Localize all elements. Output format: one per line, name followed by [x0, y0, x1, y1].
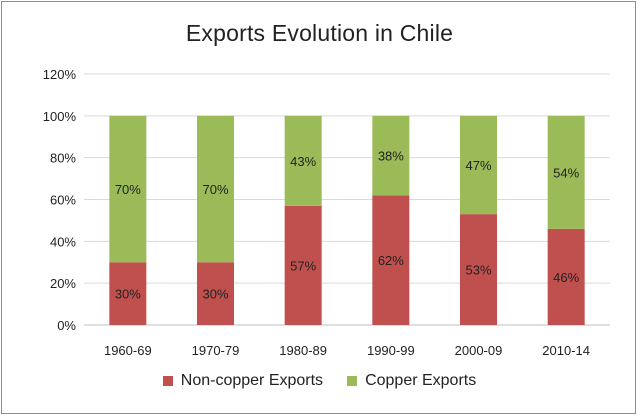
data-label-copper: 70%: [202, 182, 228, 197]
legend-label-non-copper: Non-copper Exports: [180, 372, 324, 389]
bar-non-copper: [284, 205, 322, 325]
x-tick-label: 1980-89: [279, 343, 327, 358]
x-tick-label: 1990-99: [367, 343, 415, 358]
legend-swatch-copper: [347, 376, 358, 386]
bar-non-copper: [372, 195, 410, 325]
bar-copper: [547, 115, 585, 229]
y-tick-label: 80%: [50, 151, 76, 166]
y-tick-label: 20%: [50, 276, 76, 291]
data-label-non-copper: 46%: [553, 270, 579, 285]
chart-legend: Non-copper Exports Copper Exports: [2, 372, 637, 390]
y-tick-label: 0%: [57, 318, 76, 333]
x-tick-label: 1960-69: [104, 343, 152, 358]
data-label-copper: 47%: [465, 158, 491, 173]
data-label-non-copper: 53%: [465, 263, 491, 278]
bar-non-copper: [197, 262, 234, 325]
y-tick-label: 120%: [43, 67, 77, 82]
bar-copper: [197, 115, 234, 263]
chart-title: Exports Evolution in Chile: [185, 20, 454, 46]
legend-item-non-copper: Non-copper Exports: [162, 372, 324, 390]
legend-label-copper: Copper Exports: [365, 372, 477, 389]
bar-copper: [372, 115, 410, 196]
data-label-copper: 38%: [378, 149, 404, 164]
x-tick-label: 2000-09: [455, 343, 503, 358]
bar-non-copper: [547, 228, 585, 325]
y-tick-label: 60%: [50, 193, 76, 208]
data-label-non-copper: 30%: [115, 287, 141, 302]
data-label-copper: 70%: [115, 182, 141, 197]
legend-swatch-non-copper: [162, 376, 173, 386]
bar-non-copper: [460, 214, 497, 325]
legend-item-copper: Copper Exports: [347, 372, 476, 390]
x-tick-label: 2010-14: [542, 343, 590, 358]
y-tick-label: 100%: [43, 109, 77, 124]
data-label-copper: 43%: [290, 154, 316, 169]
bar-copper: [284, 115, 322, 206]
y-tick-label: 40%: [50, 234, 76, 249]
x-tick-label: 1970-79: [192, 343, 240, 358]
bar-copper: [460, 115, 497, 215]
data-label-non-copper: 57%: [290, 258, 316, 273]
data-label-copper: 54%: [553, 165, 579, 180]
data-label-non-copper: 30%: [202, 287, 228, 302]
data-label-non-copper: 62%: [378, 253, 404, 268]
bar-copper: [109, 115, 147, 263]
bar-non-copper: [109, 262, 147, 325]
